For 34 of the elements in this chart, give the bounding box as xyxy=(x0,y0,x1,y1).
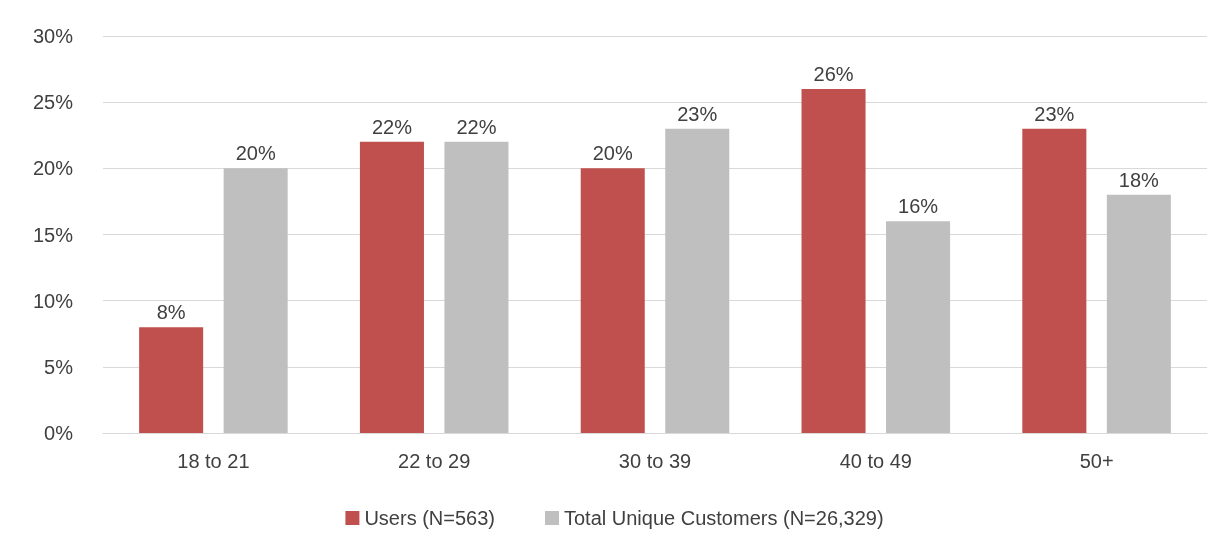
legend-label: Total Unique Customers (N=26,329) xyxy=(564,507,884,529)
bar xyxy=(1022,128,1087,433)
x-tick-label: 18 to 21 xyxy=(177,450,250,472)
bar xyxy=(1106,194,1171,433)
data-label: 16% xyxy=(898,195,939,218)
bar xyxy=(223,168,288,433)
y-tick-label: 15% xyxy=(32,223,74,246)
y-tick-label: 20% xyxy=(32,157,74,180)
x-tick-label: 40 to 49 xyxy=(839,450,912,472)
bar xyxy=(665,128,730,433)
data-label: 20% xyxy=(235,142,276,165)
data-label: 22% xyxy=(456,115,497,138)
data-label: 26% xyxy=(813,62,854,85)
bar xyxy=(444,141,509,433)
y-tick-label: 10% xyxy=(32,289,74,312)
x-tick-label: 30 to 39 xyxy=(618,450,692,472)
y-tick-label: 0% xyxy=(44,422,74,444)
data-label: 23% xyxy=(1034,102,1075,125)
bar xyxy=(580,168,645,433)
x-tick-label: 22 to 29 xyxy=(398,450,471,472)
bar xyxy=(359,141,424,433)
bar xyxy=(886,221,951,433)
legend-label: Users (N=563) xyxy=(364,507,496,529)
data-label: 18% xyxy=(1118,168,1160,191)
y-tick-label: 5% xyxy=(44,355,74,378)
y-tick-label: 30% xyxy=(32,25,74,47)
data-label: 20% xyxy=(592,142,633,165)
x-tick-label: 50+ xyxy=(1079,450,1114,472)
data-label: 22% xyxy=(371,115,413,138)
bar xyxy=(139,327,204,433)
bar xyxy=(801,88,866,433)
data-label: 8% xyxy=(156,301,186,324)
data-label: 23% xyxy=(677,102,718,125)
y-tick-label: 25% xyxy=(32,91,74,114)
